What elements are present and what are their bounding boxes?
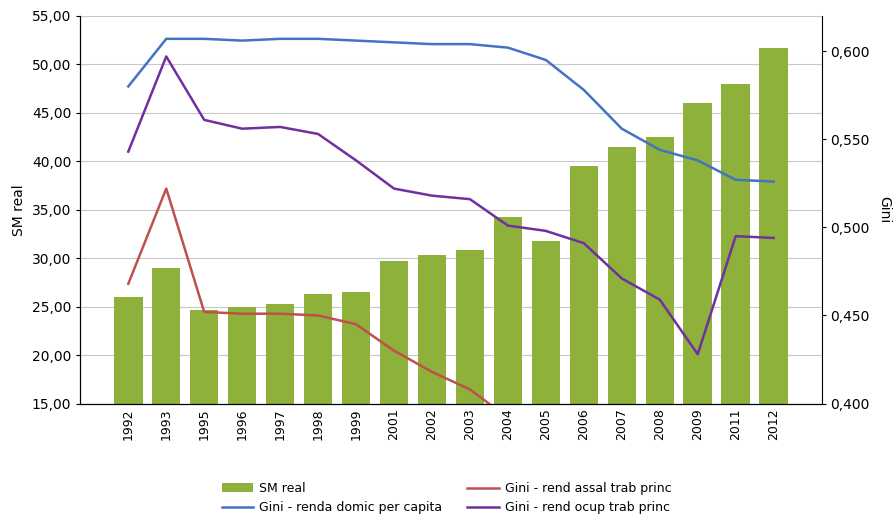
Line: Gini - rend assal trab princ: Gini - rend assal trab princ	[129, 189, 773, 531]
Gini - renda domic per capita	[692, 157, 703, 164]
Gini - rend ocup trab princ	[427, 192, 438, 199]
Gini - renda domic per capita	[388, 39, 399, 46]
Gini - rend assal trab princ	[464, 386, 475, 392]
Gini - rend ocup trab princ	[199, 117, 210, 123]
Gini - rend assal trab princ	[313, 312, 323, 319]
Bar	[570, 166, 598, 531]
Bar	[152, 268, 180, 531]
Gini - rend ocup trab princ	[388, 185, 399, 192]
Bar	[228, 307, 256, 531]
Bar	[722, 84, 750, 531]
Bar	[494, 217, 522, 531]
Gini - rend assal trab princ	[616, 489, 627, 495]
Gini - renda domic per capita	[427, 41, 438, 47]
Gini - rend ocup trab princ	[655, 296, 665, 303]
Line: Gini - renda domic per capita: Gini - renda domic per capita	[129, 39, 773, 182]
Bar	[114, 297, 143, 531]
Bar	[418, 255, 446, 531]
Bar	[607, 147, 636, 531]
Bar	[531, 241, 560, 531]
Gini - renda domic per capita	[503, 45, 513, 51]
Gini - rend assal trab princ	[503, 415, 513, 421]
Bar	[759, 48, 788, 531]
Bar	[455, 251, 484, 531]
Gini - rend ocup trab princ	[503, 222, 513, 229]
Gini - rend assal trab princ	[540, 439, 551, 446]
Gini - rend ocup trab princ	[237, 125, 247, 132]
Gini - renda domic per capita	[655, 147, 665, 153]
Line: Gini - rend ocup trab princ: Gini - rend ocup trab princ	[129, 56, 773, 354]
Gini - renda domic per capita	[313, 36, 323, 42]
Bar	[190, 310, 219, 531]
Gini - rend ocup trab princ	[275, 124, 286, 130]
Bar	[380, 261, 408, 531]
Gini - renda domic per capita	[768, 178, 779, 185]
Gini - rend ocup trab princ	[768, 235, 779, 241]
Bar	[342, 292, 371, 531]
Gini - renda domic per capita	[161, 36, 171, 42]
Legend: SM real, Gini - renda domic per capita, Gini - rend assal trab princ, Gini - ren: SM real, Gini - renda domic per capita, …	[217, 477, 676, 519]
Gini - rend assal trab princ	[161, 185, 171, 192]
Gini - rend ocup trab princ	[540, 228, 551, 234]
Gini - rend ocup trab princ	[351, 157, 362, 164]
Gini - rend assal trab princ	[579, 467, 589, 474]
Gini - rend assal trab princ	[237, 311, 247, 317]
Gini - rend assal trab princ	[275, 311, 286, 317]
Gini - rend assal trab princ	[388, 347, 399, 354]
Gini - renda domic per capita	[199, 36, 210, 42]
Y-axis label: Gini: Gini	[877, 196, 891, 224]
Y-axis label: SM real: SM real	[13, 184, 26, 236]
Gini - renda domic per capita	[123, 83, 134, 90]
Gini - renda domic per capita	[237, 37, 247, 44]
Gini - rend ocup trab princ	[123, 148, 134, 155]
Gini - renda domic per capita	[616, 125, 627, 132]
Gini - rend ocup trab princ	[692, 351, 703, 357]
Gini - rend ocup trab princ	[579, 240, 589, 246]
Gini - rend ocup trab princ	[161, 53, 171, 59]
Gini - rend ocup trab princ	[616, 275, 627, 281]
Gini - renda domic per capita	[351, 37, 362, 44]
Gini - renda domic per capita	[579, 87, 589, 93]
Bar	[304, 294, 332, 531]
Gini - renda domic per capita	[730, 177, 741, 183]
Gini - rend assal trab princ	[351, 321, 362, 328]
Bar	[683, 103, 712, 531]
Gini - rend assal trab princ	[427, 369, 438, 375]
Gini - renda domic per capita	[540, 57, 551, 63]
Bar	[266, 304, 295, 531]
Gini - rend ocup trab princ	[730, 233, 741, 239]
Gini - rend ocup trab princ	[313, 131, 323, 137]
Gini - renda domic per capita	[275, 36, 286, 42]
Bar	[646, 137, 674, 531]
Gini - rend assal trab princ	[199, 309, 210, 315]
Gini - rend assal trab princ	[123, 280, 134, 287]
Gini - renda domic per capita	[464, 41, 475, 47]
Gini - rend ocup trab princ	[464, 196, 475, 202]
